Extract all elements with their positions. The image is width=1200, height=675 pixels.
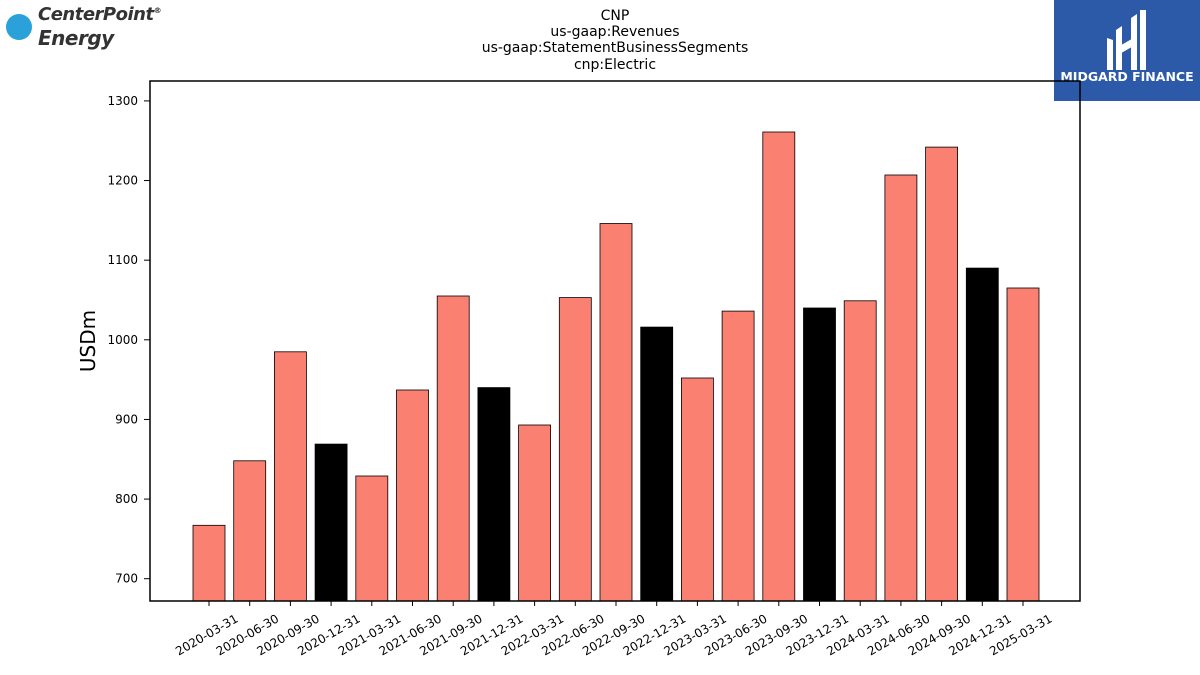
midgard-finance-text: MIDGARD FINANCE [1060,69,1194,84]
y-tick-label: 1100 [107,253,138,267]
chart-title-line-1: CNP [600,8,630,24]
bar-2023-12-31 [803,307,836,602]
midgard-finance-logo: MIDGARD FINANCE [1054,0,1200,101]
logo-trademark: ® [153,6,162,15]
bar-2021-12-31 [477,387,511,602]
bar-2022-06-30 [558,297,592,602]
midgard-emblem-icon [1107,10,1146,70]
bar-2020-06-30 [233,460,267,602]
y-tick-label: 1000 [107,333,138,347]
bar-2022-03-31 [518,424,551,602]
bar-2022-09-30 [599,223,633,602]
y-tick-label: 1200 [107,174,138,188]
chart-title-line-4: cnp:Electric [573,57,657,73]
logo-circle-icon [6,14,32,40]
bar-2024-03-31 [843,300,877,602]
y-axis-label: USDm [76,310,100,372]
bar-2023-06-30 [721,310,755,602]
bar-2021-09-30 [436,295,470,602]
y-tick-label: 900 [115,412,138,426]
bar-2020-12-31 [314,443,348,602]
bar-2024-09-30 [925,146,958,602]
bar-2022-12-31 [640,326,674,602]
bar-2020-09-30 [273,351,307,602]
logo-text-line2: Energy [38,26,114,50]
y-tick-label: 1300 [107,94,138,108]
bar-2023-03-31 [681,377,714,602]
bar-2023-09-30 [762,131,796,602]
chart-title-line-3: us-gaap:StatementBusinessSegments [481,40,749,56]
bar-2025-03-31 [1006,287,1040,602]
logo-text-line1: CenterPoint [38,4,154,25]
plot-frame [149,80,1081,602]
bar-2021-03-31 [355,475,389,602]
bar-2021-06-30 [396,389,429,602]
y-tick-label: 700 [115,572,138,586]
centerpoint-logo: CenterPoint® Energy [4,4,162,54]
y-tick-label: 800 [115,492,138,506]
chart-title-line-2: us-gaap:Revenues [550,24,680,40]
bar-2020-03-31 [192,524,226,602]
bar-2024-12-31 [965,267,999,602]
bar-2024-06-30 [884,174,918,602]
